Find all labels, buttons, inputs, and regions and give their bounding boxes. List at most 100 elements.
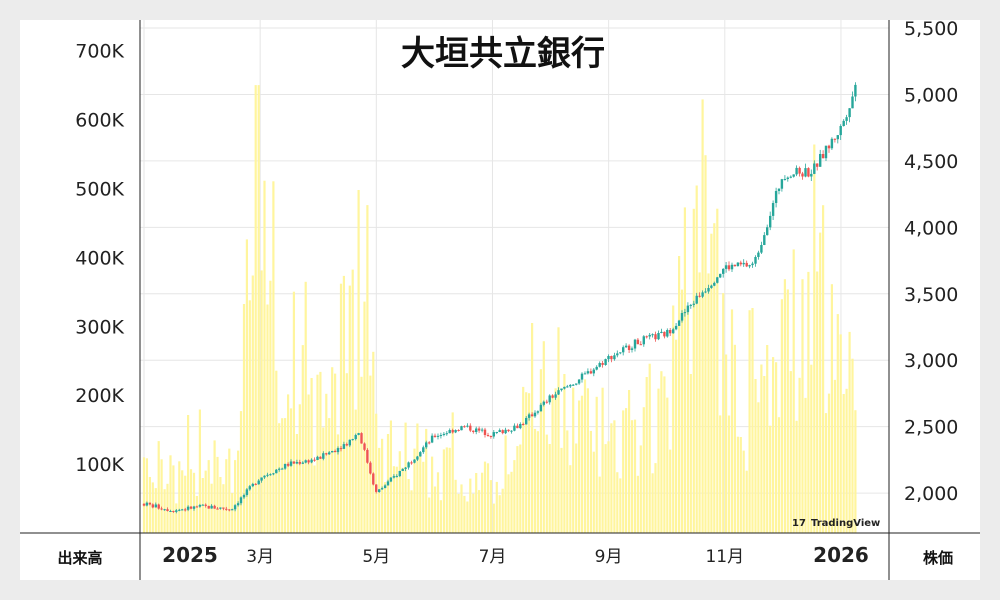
candle-body	[757, 252, 760, 257]
candle-body	[254, 483, 257, 485]
candle-body	[504, 429, 507, 434]
volume-bar	[816, 271, 819, 533]
volume-bar	[395, 466, 398, 533]
candle-body	[842, 120, 845, 126]
candle-body	[751, 263, 754, 266]
watermark-text: TradingView	[811, 518, 880, 529]
volume-bar	[810, 364, 813, 533]
volume-bar	[357, 190, 360, 533]
volume-bar	[157, 441, 160, 533]
candle-body	[780, 179, 784, 189]
volume-bar	[192, 472, 196, 533]
volume-bar	[460, 484, 463, 533]
candle-body	[501, 430, 504, 434]
volume-bar	[372, 351, 375, 533]
candle-body	[286, 463, 290, 466]
x-tick-label: 2026	[813, 543, 869, 567]
right-tick-label: 5,000	[904, 84, 958, 106]
candle-body	[674, 325, 678, 330]
x-tick-label: 11月	[705, 547, 744, 567]
candle-body	[222, 507, 225, 509]
candle-body	[316, 456, 319, 460]
candle-body	[192, 506, 196, 509]
candle-body	[348, 439, 351, 446]
candle-body	[419, 452, 422, 457]
candle-body	[613, 355, 616, 360]
candle-body	[233, 505, 237, 510]
volume-bar	[228, 448, 231, 533]
volume-bar	[766, 345, 769, 533]
candle-body	[730, 264, 734, 270]
candle-body	[801, 173, 804, 177]
candle-body	[278, 468, 281, 470]
candle-body	[624, 345, 628, 348]
volume-bar	[513, 460, 516, 533]
volume-bar	[792, 249, 795, 533]
candle-body	[569, 384, 572, 387]
candle-body	[683, 312, 687, 314]
candle-body	[513, 425, 516, 431]
volume-bar	[595, 396, 598, 533]
volume-bar	[501, 488, 504, 533]
candle-body	[472, 430, 475, 432]
volume-bar	[833, 379, 836, 533]
volume-bar	[328, 418, 331, 533]
volume-bar	[301, 345, 304, 533]
volume-bar	[654, 463, 657, 533]
volume-bar	[422, 461, 425, 533]
volume-bar	[630, 420, 634, 533]
volume-bar	[504, 435, 507, 533]
volume-bar	[533, 428, 537, 533]
candle-body	[231, 509, 234, 511]
volume-bar	[601, 387, 604, 533]
left-tick-label: 300K	[75, 316, 124, 338]
candle-body	[536, 411, 540, 413]
volume-bar	[707, 273, 710, 533]
candle-body	[560, 388, 563, 391]
candle-body	[463, 426, 466, 428]
watermark-logo-icon: 𝟭𝟳	[792, 518, 806, 529]
volume-bar	[557, 327, 560, 533]
volume-bar	[510, 471, 513, 533]
candle-body	[148, 502, 152, 505]
volume-bar	[213, 440, 216, 533]
volume-bar	[836, 314, 839, 533]
volume-bars	[142, 85, 857, 534]
candle-body	[619, 352, 622, 354]
candle-body	[580, 373, 584, 380]
candle-body	[380, 488, 384, 490]
volume-bar	[425, 428, 428, 533]
volume-bar	[351, 269, 354, 533]
volume-bar	[701, 99, 704, 534]
volume-bar	[304, 281, 307, 533]
candle-body	[389, 477, 393, 482]
volume-bar	[680, 289, 684, 533]
volume-bar	[342, 275, 345, 533]
volume-bar	[727, 415, 731, 533]
candle-body	[451, 430, 454, 433]
x-tick-label: 3月	[246, 547, 274, 567]
volume-bar	[478, 490, 481, 533]
volume-bar	[713, 223, 716, 533]
volume-bar	[819, 232, 822, 533]
volume-bar	[583, 379, 587, 533]
candle-body	[798, 167, 801, 174]
candle-body	[774, 191, 778, 203]
volume-bar	[725, 354, 728, 533]
x-tick-label: 2025	[162, 543, 218, 567]
volume-bar	[639, 445, 642, 533]
volume-bar	[416, 423, 419, 533]
candle-body	[345, 444, 348, 446]
volume-bar	[604, 444, 607, 533]
volume-bar	[298, 404, 301, 533]
candle-body	[372, 473, 375, 485]
volume-bar	[281, 418, 284, 533]
candle-body	[248, 486, 251, 490]
candle-body	[607, 356, 610, 360]
left-tick-label: 200K	[75, 385, 124, 407]
volume-bar	[669, 449, 672, 533]
right-tick-label: 3,000	[904, 350, 958, 372]
candle-body	[483, 429, 487, 435]
candle-body	[666, 330, 669, 337]
volume-bar	[507, 474, 510, 533]
